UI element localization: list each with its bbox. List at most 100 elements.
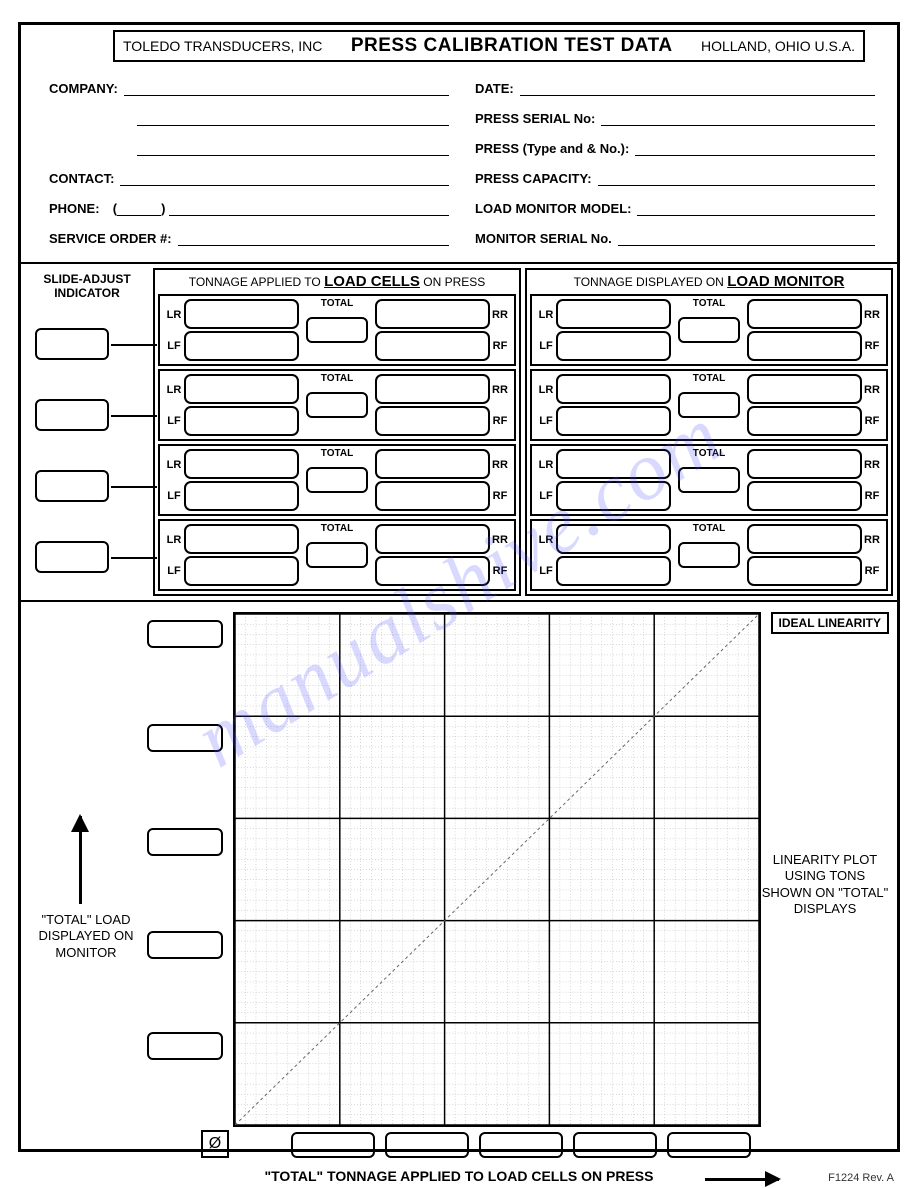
total-label: TOTAL: [321, 298, 353, 309]
tonnage-block: LRLFTOTALRRRF: [530, 444, 888, 516]
lf-label: LF: [536, 490, 556, 502]
phone-field[interactable]: [169, 201, 449, 216]
lr-label: LR: [164, 309, 184, 321]
slide-adjust-field[interactable]: [35, 470, 109, 502]
lr-field[interactable]: [556, 524, 671, 554]
lr-field[interactable]: [184, 524, 299, 554]
lr-field[interactable]: [184, 449, 299, 479]
lr-field[interactable]: [184, 374, 299, 404]
slide-head-2: INDICATOR: [54, 286, 120, 300]
graph-section: IDEAL LINEARITY LINEARITY PLOT USING TON…: [21, 602, 897, 1156]
x-value-field[interactable]: [479, 1132, 563, 1158]
y-value-field[interactable]: [147, 1032, 223, 1060]
total-label: TOTAL: [321, 448, 353, 459]
rr-field[interactable]: [375, 449, 490, 479]
rf-field[interactable]: [375, 556, 490, 586]
lf-field[interactable]: [184, 331, 299, 361]
rr-label: RR: [490, 309, 510, 321]
y-value-field[interactable]: [147, 931, 223, 959]
rr-field[interactable]: [747, 299, 862, 329]
slide-adjust-field[interactable]: [35, 328, 109, 360]
total-label: TOTAL: [321, 373, 353, 384]
load-cells-heading: TONNAGE APPLIED TO LOAD CELLS ON PRESS: [155, 270, 519, 292]
company-field[interactable]: [124, 81, 449, 96]
total-field[interactable]: [306, 392, 368, 418]
lf-label: LF: [164, 565, 184, 577]
x-value-field[interactable]: [667, 1132, 751, 1158]
rf-label: RF: [490, 565, 510, 577]
lf-field[interactable]: [184, 556, 299, 586]
rf-label: RF: [862, 415, 882, 427]
total-field[interactable]: [678, 392, 740, 418]
date-field[interactable]: [520, 81, 875, 96]
lr-field[interactable]: [556, 299, 671, 329]
monitor-serial-field[interactable]: [618, 231, 875, 246]
lf-field[interactable]: [184, 481, 299, 511]
total-field[interactable]: [306, 542, 368, 568]
press-type-field[interactable]: [635, 141, 875, 156]
rr-field[interactable]: [375, 374, 490, 404]
form-page: TOLEDO TRANSDUCERS, INC PRESS CALIBRATIO…: [18, 22, 900, 1152]
monitor-model-field[interactable]: [637, 201, 875, 216]
slide-boxes: [25, 305, 149, 596]
lf-field[interactable]: [556, 481, 671, 511]
load-cells-column: TONNAGE APPLIED TO LOAD CELLS ON PRESS L…: [153, 268, 521, 596]
contact-field[interactable]: [120, 171, 449, 186]
total-field[interactable]: [306, 317, 368, 343]
x-value-field[interactable]: [385, 1132, 469, 1158]
rf-field[interactable]: [375, 406, 490, 436]
total-field[interactable]: [678, 467, 740, 493]
total-field[interactable]: [306, 467, 368, 493]
y-value-field[interactable]: [147, 828, 223, 856]
service-order-field[interactable]: [178, 231, 449, 246]
load-monitor-heading: TONNAGE DISPLAYED ON LOAD MONITOR: [527, 270, 891, 292]
company-field-3[interactable]: [137, 141, 449, 156]
slide-adjust-field[interactable]: [35, 399, 109, 431]
rf-field[interactable]: [747, 406, 862, 436]
lr-label: LR: [536, 534, 556, 546]
press-capacity-field[interactable]: [598, 171, 875, 186]
tonnage-section: SLIDE-ADJUST INDICATOR TONNAGE APPLIED T…: [21, 262, 897, 602]
tonnage-block: LRLFTOTALRRRF: [530, 519, 888, 591]
load-monitor-column: TONNAGE DISPLAYED ON LOAD MONITOR LRLFTO…: [525, 268, 893, 596]
lf-field[interactable]: [556, 406, 671, 436]
total-label: TOTAL: [693, 373, 725, 384]
rr-field[interactable]: [375, 524, 490, 554]
lr-field[interactable]: [556, 374, 671, 404]
slide-adjust-field[interactable]: [35, 541, 109, 573]
total-label: TOTAL: [693, 298, 725, 309]
rf-field[interactable]: [375, 481, 490, 511]
rr-field[interactable]: [747, 449, 862, 479]
x-value-field[interactable]: [291, 1132, 375, 1158]
lf-field[interactable]: [184, 406, 299, 436]
total-field[interactable]: [678, 317, 740, 343]
lr-label: LR: [164, 534, 184, 546]
press-serial-field[interactable]: [601, 111, 875, 126]
tonnage-block: LRLFTOTALRRRF: [158, 444, 516, 516]
total-field[interactable]: [678, 542, 740, 568]
phone-area-field[interactable]: [117, 201, 161, 216]
x-value-field[interactable]: [573, 1132, 657, 1158]
form-title: PRESS CALIBRATION TEST DATA: [351, 35, 673, 57]
rf-field[interactable]: [747, 481, 862, 511]
y-value-field[interactable]: [147, 620, 223, 648]
rr-label: RR: [862, 459, 882, 471]
y-axis-label: "TOTAL" LOAD DISPLAYED ON MONITOR: [31, 912, 141, 961]
rf-field[interactable]: [747, 556, 862, 586]
y-axis-boxes: [147, 612, 225, 1142]
rr-field[interactable]: [375, 299, 490, 329]
lr-field[interactable]: [556, 449, 671, 479]
company-name: TOLEDO TRANSDUCERS, INC: [123, 38, 322, 54]
lr-field[interactable]: [184, 299, 299, 329]
company-field-2[interactable]: [137, 111, 449, 126]
rr-field[interactable]: [747, 374, 862, 404]
linearity-grid: [233, 612, 761, 1127]
y-value-field[interactable]: [147, 724, 223, 752]
lf-field[interactable]: [556, 556, 671, 586]
rf-field[interactable]: [375, 331, 490, 361]
rr-field[interactable]: [747, 524, 862, 554]
x-axis-boxes: [233, 1132, 761, 1162]
lr-label: LR: [536, 384, 556, 396]
rf-field[interactable]: [747, 331, 862, 361]
lf-field[interactable]: [556, 331, 671, 361]
